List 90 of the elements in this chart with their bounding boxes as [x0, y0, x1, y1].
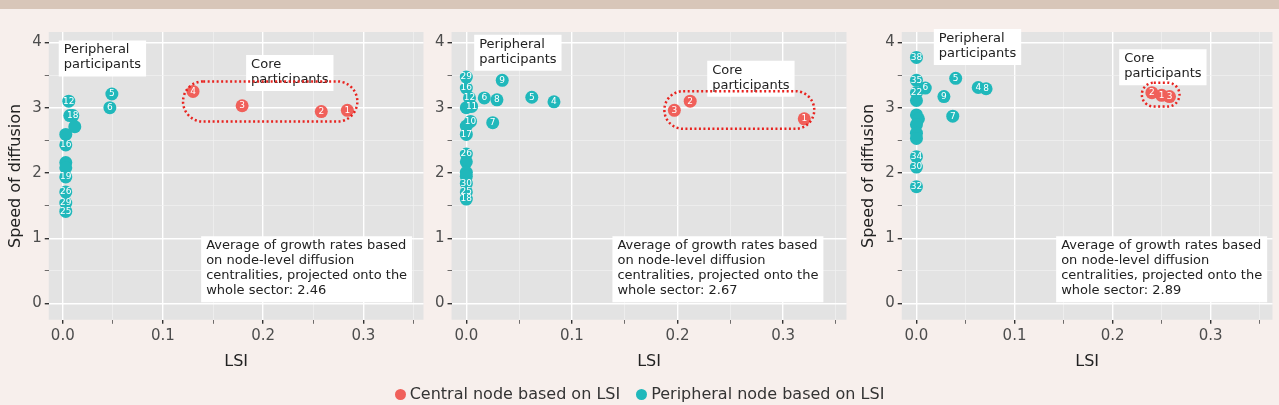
annotation: 26 — [460, 148, 473, 159]
annotation: 4 — [975, 81, 982, 92]
y-tick-label: 1 — [435, 228, 445, 247]
y-tick-label: 0 — [32, 293, 42, 312]
y-tick-label: 4 — [885, 32, 895, 51]
y-tick-label: 4 — [32, 32, 42, 51]
x-tick-label: 0.2 — [1100, 325, 1125, 344]
x-tick-label: 0.2 — [251, 325, 276, 344]
annotation: Core participants — [1124, 50, 1202, 81]
point — [909, 94, 923, 108]
annotation: 30 — [910, 161, 923, 172]
x-tick-label: 0.0 — [904, 325, 929, 344]
annotation: 9 — [941, 90, 948, 101]
x-tick-label: 0.3 — [351, 325, 376, 344]
x-tick-label: 0.0 — [50, 325, 75, 344]
annotation: 3 — [671, 104, 678, 115]
x-axis-title: LSI — [1075, 350, 1100, 370]
annotation: Core participants — [712, 61, 790, 92]
x-axis-title: LSI — [637, 350, 661, 370]
annotation: 12 — [63, 95, 75, 106]
annotation: 6 — [922, 82, 929, 93]
y-tick-label: 2 — [32, 162, 42, 181]
annotation: 35 — [910, 74, 923, 85]
annotation: Average of growth rates based on node-level diffusion centralities, projected onto the whole sector: 2.67 — [617, 237, 819, 298]
annotation: 22 — [910, 87, 923, 98]
legend-label: Central node based on LSI — [408, 384, 621, 403]
annotation: 2 — [318, 105, 325, 116]
annotation: 7 — [949, 110, 956, 121]
x-tick-label: 0.1 — [151, 325, 175, 344]
annotation: 8 — [494, 94, 501, 105]
annotation: Core participants — [251, 55, 329, 86]
annotation: 25 — [60, 205, 72, 216]
annotation: 19 — [60, 171, 72, 182]
annotation: 29 — [460, 71, 473, 82]
y-tick-label: 0 — [885, 293, 895, 312]
annotation: 16 — [60, 139, 72, 150]
annotation: 1 — [344, 104, 351, 115]
annotation: 5 — [109, 88, 115, 99]
annotation: Peripheral participants — [63, 41, 142, 72]
annotation: 18 — [67, 109, 79, 120]
x-tick-label: 0.0 — [454, 325, 479, 344]
y-tick-label: 2 — [435, 162, 445, 181]
annotation: 30 — [460, 177, 473, 188]
annotation: 12 — [463, 92, 476, 103]
annotation: Peripheral participants — [479, 35, 557, 66]
annotation: 7 — [489, 117, 496, 128]
y-axis-title: Speed of diffusion — [4, 103, 24, 249]
annotation: 2 — [1148, 87, 1155, 98]
annotation: 6 — [107, 102, 113, 113]
annotation: 4 — [551, 96, 558, 107]
y-tick-label: 3 — [435, 97, 445, 116]
annotation: 16 — [460, 82, 473, 93]
annotation: 9 — [499, 74, 506, 85]
legend-label: Peripheral node based on LSI — [650, 384, 885, 403]
annotation: 26 — [60, 186, 72, 197]
x-tick-label: 0.2 — [665, 325, 690, 344]
annotation: Average of growth rates based on node-level diffusion centralities, projected onto the whole sector: 2.89 — [1061, 237, 1263, 298]
annotation: Average of growth rates based on node-level diffusion centralities, projected onto the whole sector: 2.46 — [206, 237, 408, 298]
annotation: 32 — [910, 181, 923, 192]
y-tick-label: 4 — [435, 32, 445, 51]
annotation: 3 — [1166, 90, 1173, 101]
y-axis-title: Speed of diffusion — [857, 103, 877, 249]
annotation: 6 — [481, 92, 488, 103]
annotation: 3 — [239, 100, 245, 111]
annotation: 29 — [60, 197, 72, 208]
x-tick-label: 0.1 — [560, 325, 584, 344]
annotation: 4 — [190, 85, 197, 96]
y-tick-label: 2 — [885, 162, 895, 181]
x-tick-label: 0.1 — [1002, 325, 1027, 344]
annotation: 2 — [687, 95, 694, 106]
annotation: Peripheral participants — [938, 29, 1017, 60]
point — [68, 120, 82, 134]
annotation: 34 — [910, 150, 923, 161]
annotation: 10 — [464, 115, 477, 126]
y-tick-label: 1 — [885, 228, 895, 247]
y-tick-label: 3 — [32, 97, 42, 116]
annotation: 11 — [465, 100, 478, 111]
annotation: 17 — [460, 128, 473, 139]
annotation: 1 — [801, 113, 808, 124]
annotation: 5 — [952, 72, 959, 83]
annotation: 8 — [983, 83, 990, 94]
annotation: 38 — [910, 51, 923, 62]
x-axis-title: LSI — [224, 350, 249, 370]
x-tick-label: 0.3 — [1198, 325, 1223, 344]
annotation: 5 — [528, 91, 535, 102]
y-tick-label: 1 — [32, 228, 42, 247]
annotation: 1 — [1158, 89, 1165, 100]
x-tick-label: 0.3 — [771, 325, 796, 344]
y-tick-label: 0 — [435, 293, 445, 312]
y-tick-label: 3 — [885, 97, 895, 116]
